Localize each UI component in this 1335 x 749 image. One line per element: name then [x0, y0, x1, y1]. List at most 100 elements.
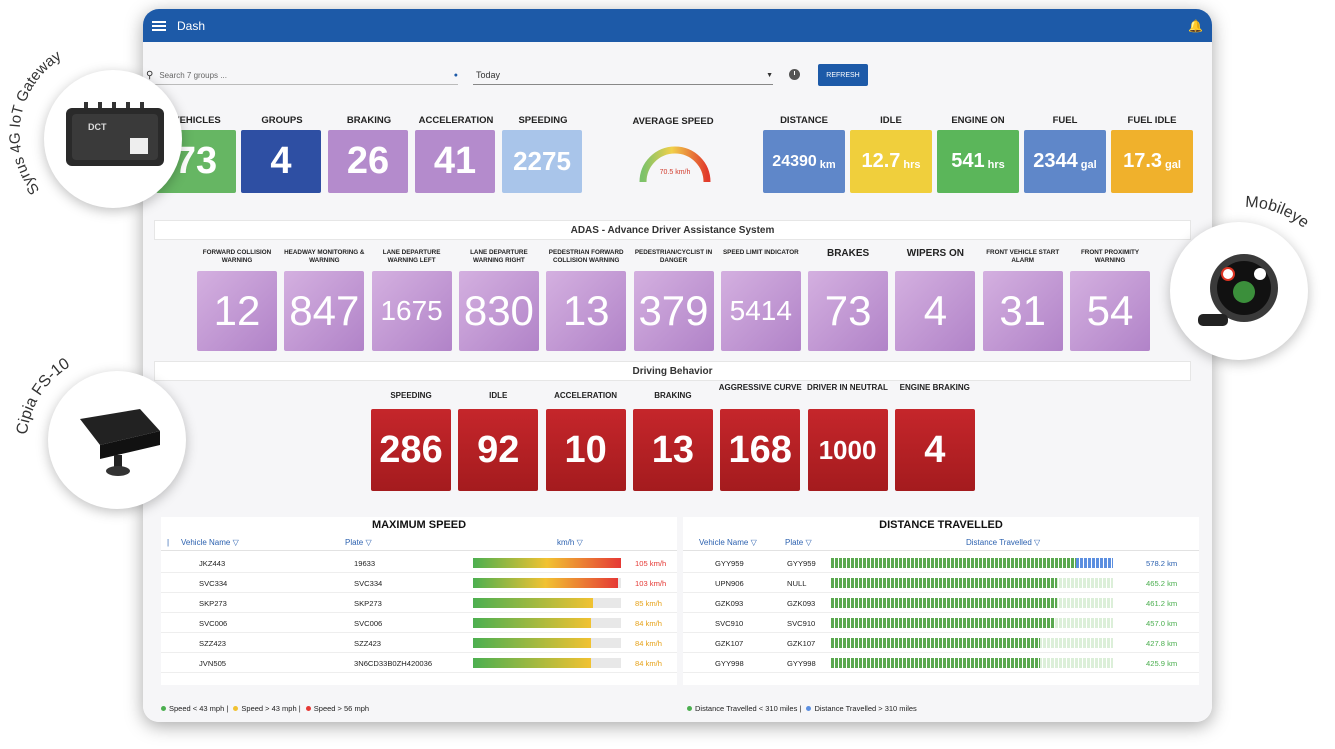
kpi-tile[interactable]: 17.3 gal — [1111, 130, 1193, 193]
distance-over-fill — [1076, 558, 1113, 568]
speed-bar-fill — [473, 638, 592, 648]
table-row[interactable]: SVC006 SVC006 84 km/h — [161, 613, 677, 633]
kpi-label: GROUPS — [261, 115, 303, 126]
clock-icon[interactable] — [789, 69, 800, 80]
adas-tile[interactable]: 830 — [458, 271, 539, 351]
col-plate[interactable]: Plate ▽ — [345, 538, 372, 547]
plate-cell: SZZ423 — [354, 639, 382, 648]
speed-bar — [473, 618, 621, 628]
gateway-device-image: DCT — [66, 102, 164, 166]
vehicle-name-cell: UPN906 — [715, 579, 744, 588]
average-speed-gauge: 70.5 km/h — [639, 146, 711, 183]
plate-cell: GYY998 — [787, 659, 816, 668]
bell-icon[interactable]: 🔔 — [1188, 18, 1203, 33]
vehicle-name-cell: SVC006 — [199, 619, 228, 628]
kpi-unit: gal — [1080, 158, 1097, 171]
table-row[interactable]: GZK107 GZK107 427.8 km — [683, 633, 1199, 653]
kpi-label: FUEL — [1052, 115, 1078, 126]
kpi-tile[interactable]: 26 — [328, 130, 408, 193]
table-row[interactable]: GYY998 GYY998 425.9 km — [683, 653, 1199, 673]
kpi-unit: gal — [1165, 158, 1181, 171]
kpi-tile[interactable]: 4 — [241, 130, 321, 193]
distance-value-cell: 578.2 km — [1146, 559, 1178, 568]
distance-bar — [831, 578, 1113, 588]
table-row[interactable]: SKP273 SKP273 85 km/h — [161, 593, 677, 613]
col-distance[interactable]: Distance Travelled ▽ — [966, 538, 1041, 547]
speed-bar — [473, 638, 621, 648]
driving-label: IDLE — [489, 391, 508, 400]
table-row[interactable]: JVN505 3N6CD33B0ZH420036 84 km/h — [161, 653, 677, 673]
adas-tile[interactable]: 4 — [895, 271, 976, 351]
kpi-tile[interactable]: 541 hrs — [937, 130, 1019, 193]
table-row[interactable]: JKZ443 19633 105 km/h — [161, 553, 677, 573]
driving-tile[interactable]: 4 — [894, 409, 975, 491]
table-row[interactable]: SVC334 SVC334 103 km/h — [161, 573, 677, 593]
plate-cell: GYY959 — [787, 559, 816, 568]
kpi-value: 24390 — [772, 152, 817, 170]
table-row[interactable]: SZZ423 SZZ423 84 km/h — [161, 633, 677, 653]
distance-bar-fill — [831, 638, 1040, 648]
speed-value-cell: 105 km/h — [635, 559, 667, 568]
max-speed-title: MAXIMUM SPEED — [371, 519, 467, 531]
adas-tile[interactable]: 847 — [284, 271, 365, 351]
adas-tile[interactable]: 5414 — [720, 271, 801, 351]
driving-tile[interactable]: 168 — [720, 409, 801, 491]
kpi-tile[interactable]: 24390 km — [763, 130, 845, 193]
table-row[interactable]: SVC910 SVC910 457.0 km — [683, 613, 1199, 633]
table-row[interactable]: UPN906 NULL 465.2 km — [683, 573, 1199, 593]
kpi-tile[interactable]: 2275 — [502, 130, 582, 193]
speed-value-cell: 84 km/h — [635, 659, 663, 668]
vehicle-name-cell: GZK093 — [715, 599, 744, 608]
distance-bar — [831, 558, 1113, 568]
adas-label: WIPERS ON — [906, 248, 964, 259]
distance-header: Vehicle Name ▽ Plate ▽ Distance Travelle… — [683, 535, 1199, 551]
adas-tile[interactable]: 12 — [197, 271, 277, 351]
refresh-button[interactable]: REFRESH — [818, 64, 868, 86]
table-row[interactable]: GYY959 GYY959 578.2 km — [683, 553, 1199, 573]
legend-item: Speed > 43 mph | — [241, 704, 301, 713]
driving-label: AGGRESSIVE CURVE — [718, 383, 802, 392]
col-plate[interactable]: Plate ▽ — [785, 538, 812, 547]
select-col-icon[interactable]: | — [167, 538, 170, 547]
table-row[interactable]: GZK093 GZK093 461.2 km — [683, 593, 1199, 613]
col-kmh[interactable]: km/h ▽ — [557, 538, 583, 547]
adas-tile[interactable]: 31 — [982, 271, 1063, 351]
plate-cell: SVC910 — [787, 619, 816, 628]
adas-tile[interactable]: 54 — [1070, 271, 1150, 351]
distance-value-cell: 427.8 km — [1146, 639, 1178, 648]
adas-label: PEDESTRIAN FORWARD COLLISION WARNING — [548, 249, 624, 264]
menu-icon[interactable] — [152, 20, 166, 31]
distance-bar-fill — [831, 578, 1057, 588]
distance-bar-fill — [831, 558, 1113, 568]
col-vehicle-name[interactable]: Vehicle Name ▽ — [699, 538, 757, 547]
svg-text:Mobileye: Mobileye — [1245, 194, 1312, 232]
kpi-tile[interactable]: 2344 gal — [1024, 130, 1106, 193]
kpi-tile[interactable]: 12.7 hrs — [850, 130, 932, 193]
adas-tile[interactable]: 379 — [633, 271, 714, 351]
max-speed-legend: Speed < 43 mph | Speed > 43 mph | Speed … — [161, 704, 369, 713]
adas-tile[interactable]: 73 — [808, 271, 889, 351]
adas-tile[interactable]: 13 — [546, 271, 627, 351]
driving-tile[interactable]: 92 — [458, 409, 539, 491]
driving-tile[interactable]: 1000 — [807, 409, 888, 491]
distance-bar-fill — [831, 598, 1057, 608]
date-select[interactable]: Today ▼ — [473, 66, 773, 85]
speed-bar — [473, 598, 621, 608]
gateway-curved-label: Syrus 4G IoT Gateway — [6, 47, 64, 198]
kpi-tile[interactable]: 41 — [415, 130, 495, 193]
vehicle-name-cell: SKP273 — [199, 599, 227, 608]
kpi-value: 541 — [951, 150, 985, 172]
col-vehicle-name[interactable]: Vehicle Name ▽ — [181, 538, 239, 547]
adas-tile[interactable]: 1675 — [371, 271, 452, 351]
distance-bar-fill — [831, 618, 1054, 628]
kpi-label: VEHICLES — [173, 115, 221, 126]
legend-item: Distance Travelled > 310 miles — [814, 704, 917, 713]
driving-tile[interactable]: 13 — [632, 409, 713, 491]
kpi-value: 17.3 — [1123, 150, 1163, 172]
driving-tile[interactable]: 10 — [545, 409, 626, 491]
gateway-label: Syrus 4G IoT Gateway — [6, 47, 64, 198]
driving-tile[interactable]: 286 — [371, 409, 451, 491]
app-bar: Dash 🔔 — [143, 9, 1212, 42]
search-input[interactable]: Search 7 groups ... — [159, 70, 227, 80]
group-search[interactable]: ⚲ Search 7 groups ... ● — [146, 66, 458, 85]
